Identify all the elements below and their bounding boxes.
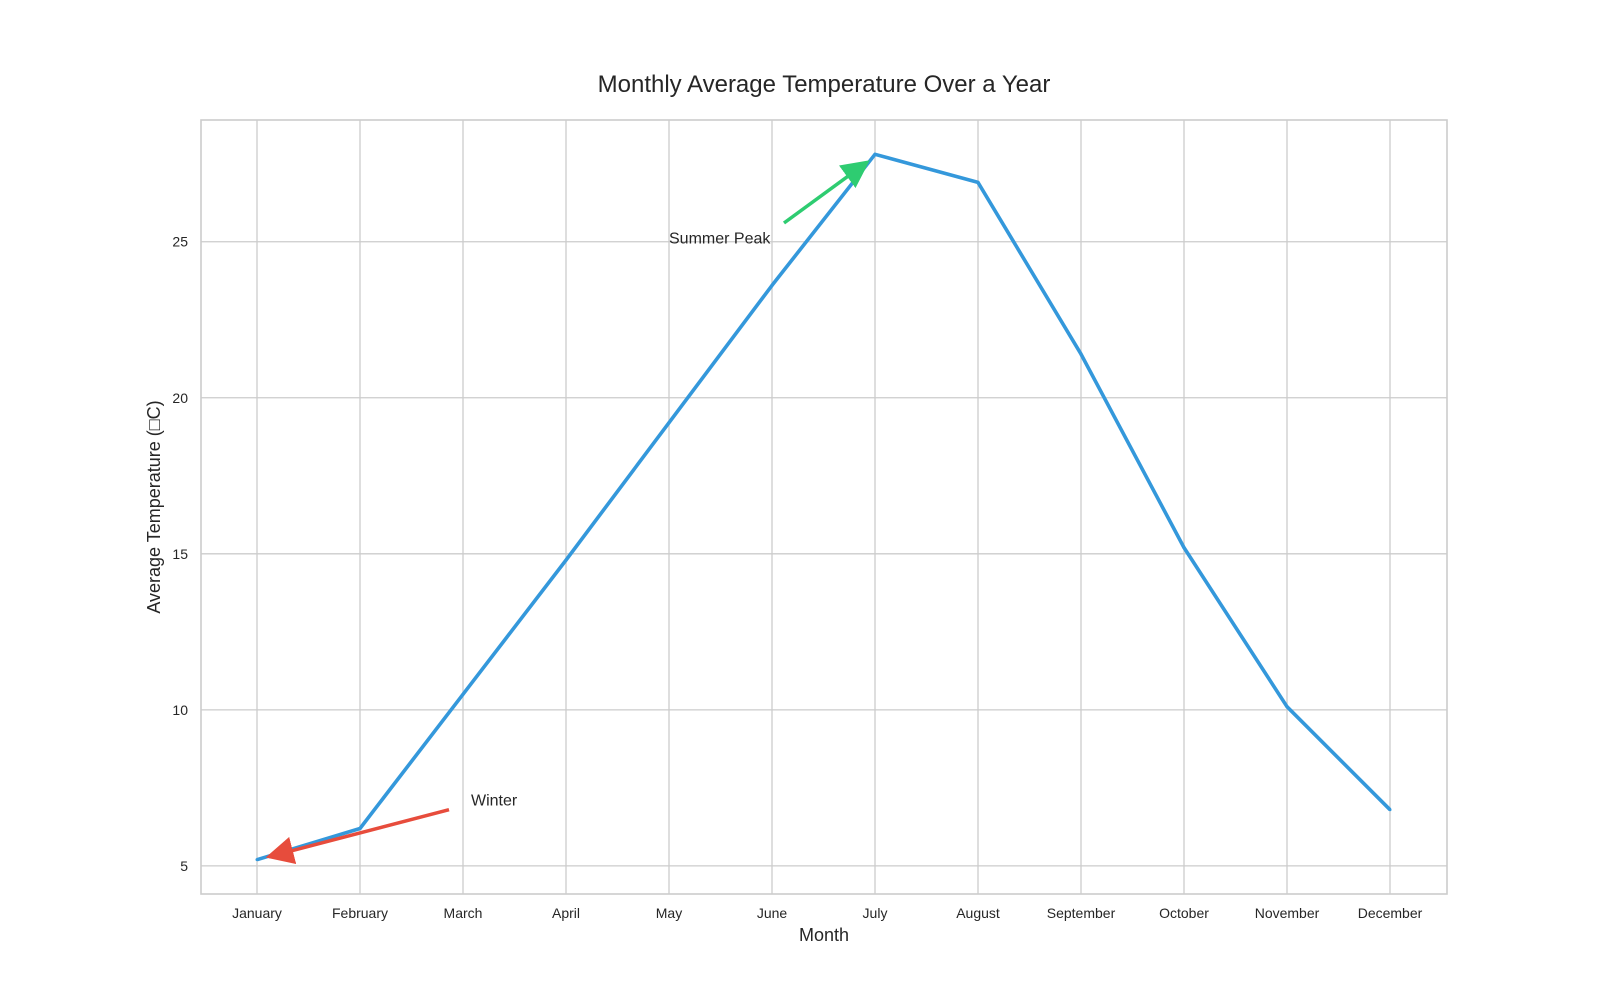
x-tick-label: June — [757, 905, 788, 921]
y-tick-labels: 5 10 15 20 25 — [172, 234, 188, 874]
x-tick-label: November — [1255, 905, 1320, 921]
annotation-layer: Winter Summer Peak — [265, 160, 870, 865]
x-tick-labels: January February March April May June July Augu… — [232, 905, 1423, 921]
x-tick-label: August — [956, 905, 1000, 921]
data-point-april — [564, 558, 568, 562]
y-axis-label: Average Temperature (□C) — [144, 400, 164, 613]
annotation-arrow — [782, 160, 870, 225]
x-tick-label: December — [1358, 905, 1423, 921]
data-point-september — [1079, 352, 1083, 356]
y-tick-label: 10 — [172, 702, 188, 718]
x-tick-label: April — [552, 905, 580, 921]
x-tick-label: January — [232, 905, 282, 921]
x-tick-label: May — [656, 905, 682, 921]
chart-title: Monthly Average Temperature Over a Year — [598, 71, 1051, 98]
x-tick-label: October — [1159, 905, 1209, 921]
series-layer — [255, 152, 1392, 862]
data-point-july — [873, 152, 877, 156]
data-point-december — [1388, 808, 1392, 812]
grid — [201, 120, 1447, 894]
x-axis-label: Month — [799, 925, 849, 945]
data-point-october — [1182, 546, 1186, 550]
data-point-may — [667, 421, 671, 425]
plot-frame — [200, 119, 1448, 895]
x-tick-label: July — [863, 905, 888, 921]
data-point-june — [770, 283, 774, 287]
y-tick-label: 5 — [180, 858, 188, 874]
y-tick-label: 20 — [172, 390, 188, 406]
data-point-november — [1285, 705, 1289, 709]
data-point-february — [358, 826, 362, 830]
y-tick-label: 25 — [172, 234, 188, 250]
annotation-arrow — [265, 808, 450, 865]
x-tick-label: February — [332, 905, 388, 921]
x-tick-label: March — [444, 905, 483, 921]
data-point-august — [976, 180, 980, 184]
series-line — [256, 152, 1392, 862]
annotation-label: Winter — [471, 792, 518, 809]
annotation-label: Summer Peak — [669, 231, 771, 248]
x-tick-label: September — [1047, 905, 1116, 921]
data-point-march — [461, 692, 465, 696]
y-tick-label: 15 — [172, 546, 188, 562]
data-point-january — [255, 858, 259, 862]
